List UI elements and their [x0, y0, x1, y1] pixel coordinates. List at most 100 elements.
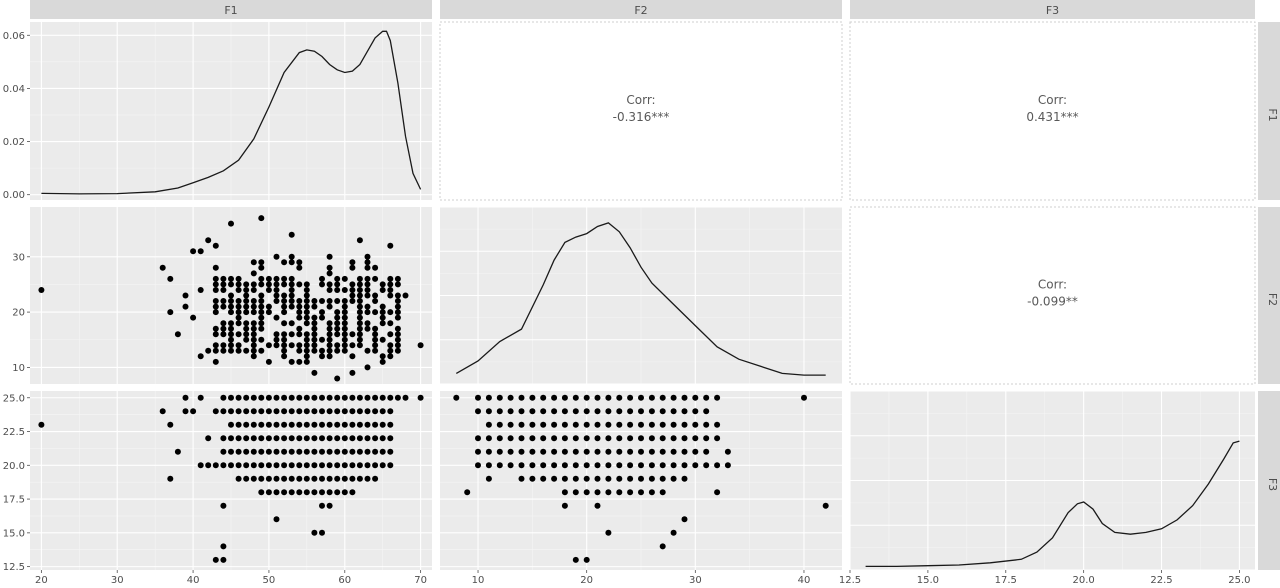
data-point — [387, 331, 394, 338]
data-point — [273, 435, 280, 442]
data-point — [507, 462, 514, 469]
data-point — [496, 421, 503, 428]
data-point — [250, 303, 257, 310]
data-point — [356, 394, 363, 401]
data-point — [197, 462, 204, 469]
data-point — [703, 435, 710, 442]
data-point — [281, 275, 288, 282]
data-point — [265, 394, 272, 401]
data-point — [356, 281, 363, 288]
y-tick-label: 10 — [12, 363, 25, 374]
data-point — [243, 435, 250, 442]
data-point — [540, 421, 547, 428]
data-point — [692, 394, 699, 401]
strip-right-label-f3: F3 — [1266, 478, 1279, 491]
data-point — [464, 489, 471, 496]
data-point — [303, 489, 310, 496]
data-point — [326, 298, 333, 304]
data-point — [220, 394, 227, 401]
data-point — [349, 342, 356, 349]
data-point — [250, 309, 257, 316]
data-point — [540, 394, 547, 401]
data-point — [379, 314, 386, 321]
data-point — [303, 314, 310, 321]
data-point — [627, 475, 634, 482]
data-point — [605, 421, 612, 428]
data-point — [356, 303, 363, 310]
data-point — [273, 292, 280, 299]
data-point — [561, 448, 568, 455]
data-point — [334, 408, 341, 415]
data-point — [212, 556, 219, 563]
data-point — [243, 408, 250, 415]
data-point — [228, 281, 234, 288]
data-point — [265, 475, 272, 482]
data-point — [692, 408, 699, 415]
data-point — [228, 435, 234, 442]
data-point — [341, 275, 348, 282]
data-point — [258, 264, 265, 271]
data-point — [319, 462, 325, 469]
data-point — [572, 556, 579, 563]
panel-border — [849, 206, 1256, 385]
data-point — [197, 353, 204, 360]
data-point — [228, 462, 234, 469]
data-point — [212, 242, 219, 249]
data-point — [518, 475, 525, 482]
data-point — [167, 309, 174, 316]
data-point — [258, 336, 265, 343]
data-point — [235, 421, 242, 428]
data-point — [212, 264, 219, 271]
data-point — [341, 314, 348, 321]
data-point — [296, 281, 303, 288]
data-point — [394, 347, 401, 354]
data-point — [341, 462, 348, 469]
y-tick-label: 0.04 — [3, 84, 25, 95]
data-point — [572, 448, 579, 455]
data-point — [319, 353, 325, 360]
data-point — [648, 394, 655, 401]
data-point — [228, 347, 234, 354]
data-point — [627, 408, 634, 415]
data-point — [703, 421, 710, 428]
data-point — [572, 394, 579, 401]
x-tick-label: 20 — [580, 575, 593, 586]
data-point — [228, 336, 234, 343]
data-point — [605, 394, 612, 401]
data-point — [692, 448, 699, 455]
panel-border — [849, 21, 1256, 201]
data-point — [379, 358, 386, 365]
data-point — [341, 435, 348, 442]
data-point — [311, 298, 318, 304]
data-point — [703, 462, 710, 469]
data-point — [212, 347, 219, 354]
data-point — [670, 475, 677, 482]
data-point — [394, 281, 401, 288]
data-point — [594, 421, 601, 428]
data-point — [379, 353, 386, 360]
data-point — [372, 462, 379, 469]
data-point — [364, 475, 371, 482]
data-point — [417, 342, 424, 349]
data-point — [627, 448, 634, 455]
data-point — [273, 462, 280, 469]
data-point — [288, 358, 295, 365]
data-point — [288, 298, 295, 304]
data-point — [235, 309, 242, 316]
data-point — [364, 281, 371, 288]
data-point — [265, 448, 272, 455]
data-point — [341, 331, 348, 338]
data-point — [273, 281, 280, 288]
data-point — [356, 287, 363, 293]
data-point — [288, 448, 295, 455]
data-point — [341, 489, 348, 496]
data-point — [529, 475, 536, 482]
panel-F3-vs-F1 — [30, 391, 432, 570]
data-point — [212, 275, 219, 282]
data-point — [319, 489, 325, 496]
data-point — [205, 237, 212, 244]
data-point — [364, 364, 371, 371]
data-point — [387, 320, 394, 327]
data-point — [561, 502, 568, 509]
data-point — [594, 394, 601, 401]
